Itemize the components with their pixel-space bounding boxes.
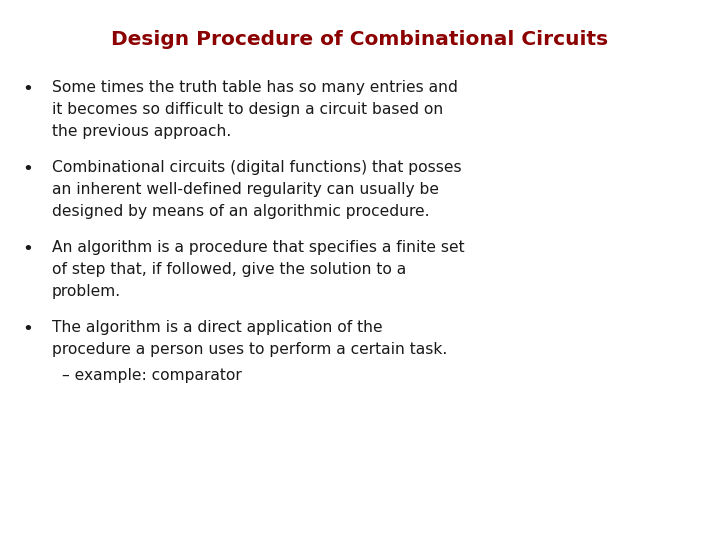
- Text: designed by means of an algorithmic procedure.: designed by means of an algorithmic proc…: [52, 204, 430, 219]
- Text: •: •: [22, 240, 33, 258]
- Text: Combinational circuits (digital functions) that posses: Combinational circuits (digital function…: [52, 160, 462, 175]
- Text: The algorithm is a direct application of the: The algorithm is a direct application of…: [52, 320, 382, 335]
- Text: an inherent well-defined regularity can usually be: an inherent well-defined regularity can …: [52, 182, 439, 197]
- Text: •: •: [22, 160, 33, 178]
- Text: problem.: problem.: [52, 284, 121, 299]
- Text: – example: comparator: – example: comparator: [62, 368, 242, 383]
- Text: •: •: [22, 320, 33, 338]
- Text: of step that, if followed, give the solution to a: of step that, if followed, give the solu…: [52, 262, 406, 277]
- Text: it becomes so difficult to design a circuit based on: it becomes so difficult to design a circ…: [52, 102, 444, 117]
- Text: procedure a person uses to perform a certain task.: procedure a person uses to perform a cer…: [52, 342, 447, 357]
- Text: An algorithm is a procedure that specifies a finite set: An algorithm is a procedure that specifi…: [52, 240, 464, 255]
- Text: Some times the truth table has so many entries and: Some times the truth table has so many e…: [52, 80, 458, 95]
- Text: •: •: [22, 80, 33, 98]
- Text: the previous approach.: the previous approach.: [52, 124, 231, 139]
- Text: Design Procedure of Combinational Circuits: Design Procedure of Combinational Circui…: [112, 30, 608, 49]
